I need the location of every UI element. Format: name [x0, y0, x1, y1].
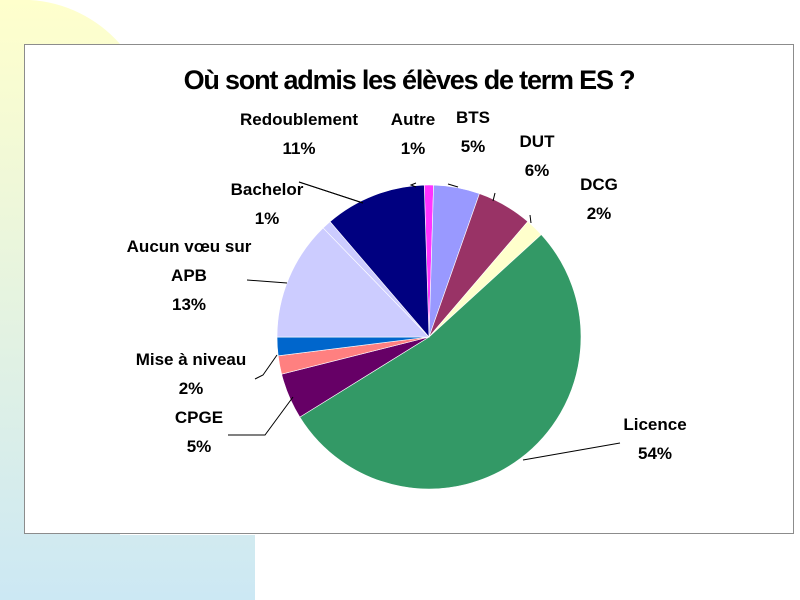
leader-line	[254, 354, 278, 380]
slice-label: Aucun vœu sur APB 13%	[127, 237, 252, 314]
leader-line	[409, 182, 417, 188]
leader-line	[298, 181, 364, 204]
leader-lines	[228, 181, 621, 461]
slice-label: Mise à niveau 2%	[136, 350, 247, 398]
pie-chart: Autre 1% BTS 5% DUT 6% DCG 2% Licence 54% CPGE 5% Mi…	[127, 108, 687, 490]
pie-slice-aucun-v-u-sur-apb	[276, 227, 430, 338]
leader-line	[246, 279, 288, 284]
leader-line	[522, 442, 621, 461]
chart-area: Où sont admis les élèves de term ES ? Au…	[24, 44, 794, 534]
slice-label: Autre 1%	[391, 110, 435, 158]
leader-line	[529, 214, 532, 224]
leader-line	[228, 396, 294, 436]
pie-slice-licence	[299, 234, 582, 490]
slice-label: Bachelor 1%	[231, 180, 304, 228]
leader-line	[447, 183, 459, 188]
slice-label: DUT 6%	[520, 132, 556, 180]
pie-slice-redoublement	[329, 184, 430, 338]
slice-label: CPGE 5%	[175, 408, 223, 456]
slice-labels: Autre 1% BTS 5% DUT 6% DCG 2% Licence 54% CPGE 5% Mi…	[127, 108, 687, 463]
pie-slices	[276, 184, 582, 490]
chart-title: Où sont admis les élèves de term ES ?	[183, 65, 636, 95]
leader-line	[492, 192, 496, 202]
slice-label: DCG 2%	[580, 175, 618, 223]
slice-label: Licence 54%	[623, 415, 686, 463]
slice-label: BTS 5%	[456, 108, 490, 156]
slice-label: Redoublement 11%	[240, 110, 358, 158]
